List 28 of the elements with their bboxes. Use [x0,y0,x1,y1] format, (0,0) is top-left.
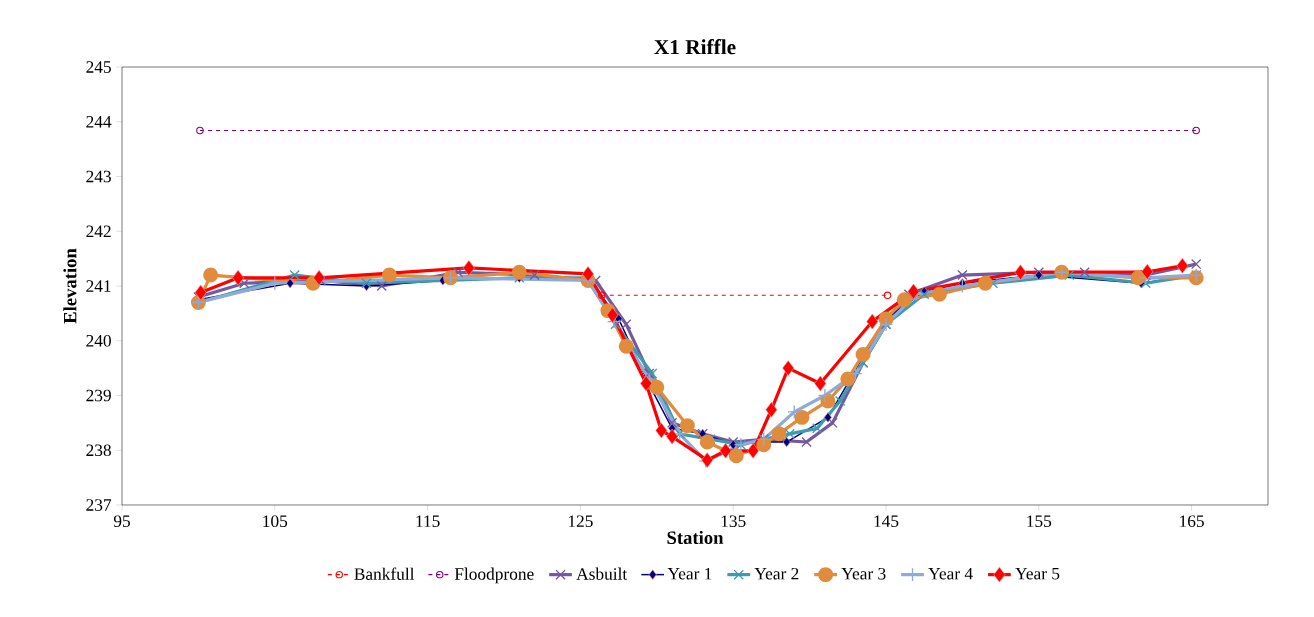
y-tick-label: 237 [86,499,112,511]
x-tick-label: 105 [263,515,288,528]
y-tick-label: 244 [86,116,112,128]
y-tick-label: 245 [86,61,111,73]
y-tick-label: 238 [86,444,111,457]
legend-label: Year 2 [754,567,799,580]
y-axis-title: Elevation [63,248,77,324]
legend-label: Year 1 [667,567,712,580]
y-tick-label: 242 [86,225,111,237]
chart-title: X1 Riffle [654,39,736,55]
x-axis-title: Station [667,530,724,545]
y-tick-label: 243 [86,170,111,183]
legend-label: Asbuilt [576,567,628,580]
legend-label: Bankfull [354,567,415,580]
y-tick-label: 240 [86,334,111,347]
x-tick-label: 125 [568,515,593,528]
y-tick-label: 239 [86,389,111,402]
x-tick-label: 135 [721,515,746,528]
x-tick-label: 145 [874,515,899,527]
legend-label: Year 3 [841,567,886,580]
legend-label: Year 5 [1015,567,1060,580]
x-tick-label: 165 [1180,515,1204,528]
x-tick-label: 95 [113,515,130,528]
y-tick-label: 241 [86,280,111,292]
legend-label: Year 4 [928,567,973,580]
x-tick-label: 115 [416,515,440,527]
legend-label: Floodprone [454,567,534,584]
x-tick-label: 155 [1027,515,1052,527]
